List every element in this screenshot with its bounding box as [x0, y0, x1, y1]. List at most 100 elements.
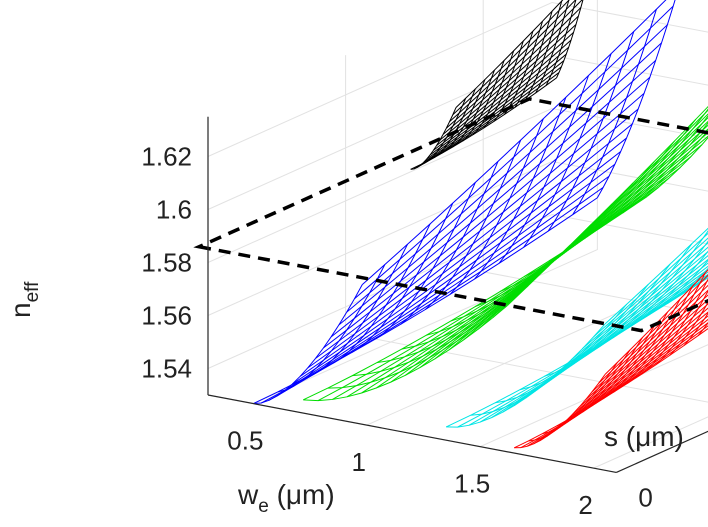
mesh-line: [596, 0, 676, 198]
mesh-line: [420, 98, 467, 165]
mesh-line: [277, 264, 386, 393]
mesh-line: [570, 242, 708, 361]
mesh-line: [667, 267, 708, 304]
surface-mode-5: [514, 269, 708, 449]
x-gridline: [366, 271, 708, 426]
mesh-line: [568, 230, 708, 363]
x-tick-labels: 0.5 1 1.5 2: [227, 426, 593, 521]
mesh-line: [572, 9, 657, 215]
mesh-line: [524, 118, 697, 277]
mesh-line: [474, 97, 567, 280]
x-tick-label: 0.5: [227, 426, 263, 456]
y-tick-label: 0: [638, 482, 652, 512]
mesh-line: [352, 265, 550, 377]
mesh-line: [544, 243, 693, 377]
mesh-line: [498, 75, 589, 264]
mesh-line: [559, 246, 708, 372]
mesh-line: [472, 50, 515, 135]
mesh-line: [617, 250, 708, 335]
mesh-line: [493, 30, 534, 122]
mesh-line: [446, 323, 606, 428]
mesh-line: [604, 227, 708, 325]
mesh-line: [597, 122, 708, 230]
mesh-line: [441, 79, 486, 154]
x-tick-label: 1: [352, 447, 366, 477]
surface-mode-1: [410, 0, 584, 170]
z-tick-label: 1.58: [141, 248, 192, 278]
z-gridline: [207, 160, 708, 316]
z-tick-labels: 1.54 1.56 1.58 1.6 1.62: [141, 142, 192, 384]
reference-plane: [193, 97, 708, 333]
mesh-line: [450, 182, 634, 322]
mesh-line: [410, 107, 457, 170]
y-axis-label: s (μm): [604, 421, 684, 452]
mesh-line: [400, 161, 499, 325]
z-tick-label: 1.6: [156, 195, 192, 225]
mesh-line: [613, 285, 694, 393]
mesh-line: [545, 0, 577, 86]
surface-mode-2: [253, 0, 676, 405]
mesh-line: [375, 182, 476, 340]
mesh-line: [598, 298, 681, 402]
mesh-line: [307, 108, 639, 369]
mesh-line: [593, 232, 708, 338]
surface-mode-3: [303, 105, 708, 402]
mesh-line: [462, 60, 505, 142]
reference-plane-outline: [193, 97, 708, 333]
surfaces: [253, 0, 708, 449]
mesh-line: [276, 163, 616, 397]
mesh-line: [361, 0, 667, 285]
mesh-line: [502, 265, 708, 413]
y-axis-line: [616, 430, 708, 473]
mesh-line: [504, 21, 544, 115]
y-tick-labels: 00.51: [638, 482, 652, 512]
mesh-line: [523, 53, 612, 248]
mesh-line: [514, 10, 553, 108]
z-tick-label: 1.62: [141, 142, 192, 172]
mesh-line: [535, 0, 570, 94]
mesh-line: [425, 203, 613, 336]
mesh-line: [622, 129, 708, 214]
x-axis-line: [207, 394, 617, 474]
mesh-line: [627, 272, 706, 384]
mesh-line: [536, 255, 708, 391]
mesh-line: [581, 237, 708, 350]
mesh-line: [683, 312, 708, 346]
mesh-line: [326, 223, 431, 367]
mesh-line: [593, 240, 708, 349]
x-gridline: [253, 0, 598, 405]
mesh-line: [641, 278, 708, 375]
y-gridline: [207, 116, 617, 473]
mesh-line: [570, 324, 656, 419]
mesh-line: [642, 259, 708, 320]
mesh-line: [548, 108, 708, 262]
mesh-line: [547, 31, 635, 232]
z-axis-label: neff: [5, 281, 43, 318]
axes-grid: [207, 0, 708, 473]
mesh-line: [646, 137, 708, 197]
mesh-line: [524, 0, 563, 101]
mesh-line: [449, 118, 544, 295]
mesh-line: [351, 202, 454, 354]
z-gridline: [207, 213, 708, 369]
x-tick-label: 2: [578, 490, 592, 520]
mesh-line: [452, 69, 495, 148]
x-axis-label: we (μm): [237, 479, 335, 517]
mesh-line: [253, 284, 363, 405]
z-gridline: [207, 1, 708, 157]
axes: [207, 116, 708, 474]
z-tick-label: 1.54: [141, 354, 192, 384]
mesh-line: [268, 175, 610, 401]
mesh-line: [499, 140, 676, 293]
x-tick-label: 1.5: [454, 469, 490, 499]
z-tick-label: 1.56: [141, 301, 192, 331]
surface-mode-4: [445, 227, 708, 428]
mesh-line: [483, 40, 524, 129]
mesh-line: [542, 349, 631, 435]
mesh-line: [556, 337, 643, 427]
mesh-line: [584, 311, 669, 411]
mesh-line: [303, 305, 508, 402]
mesh-line: [556, 0, 584, 79]
mesh-line: [431, 88, 476, 160]
